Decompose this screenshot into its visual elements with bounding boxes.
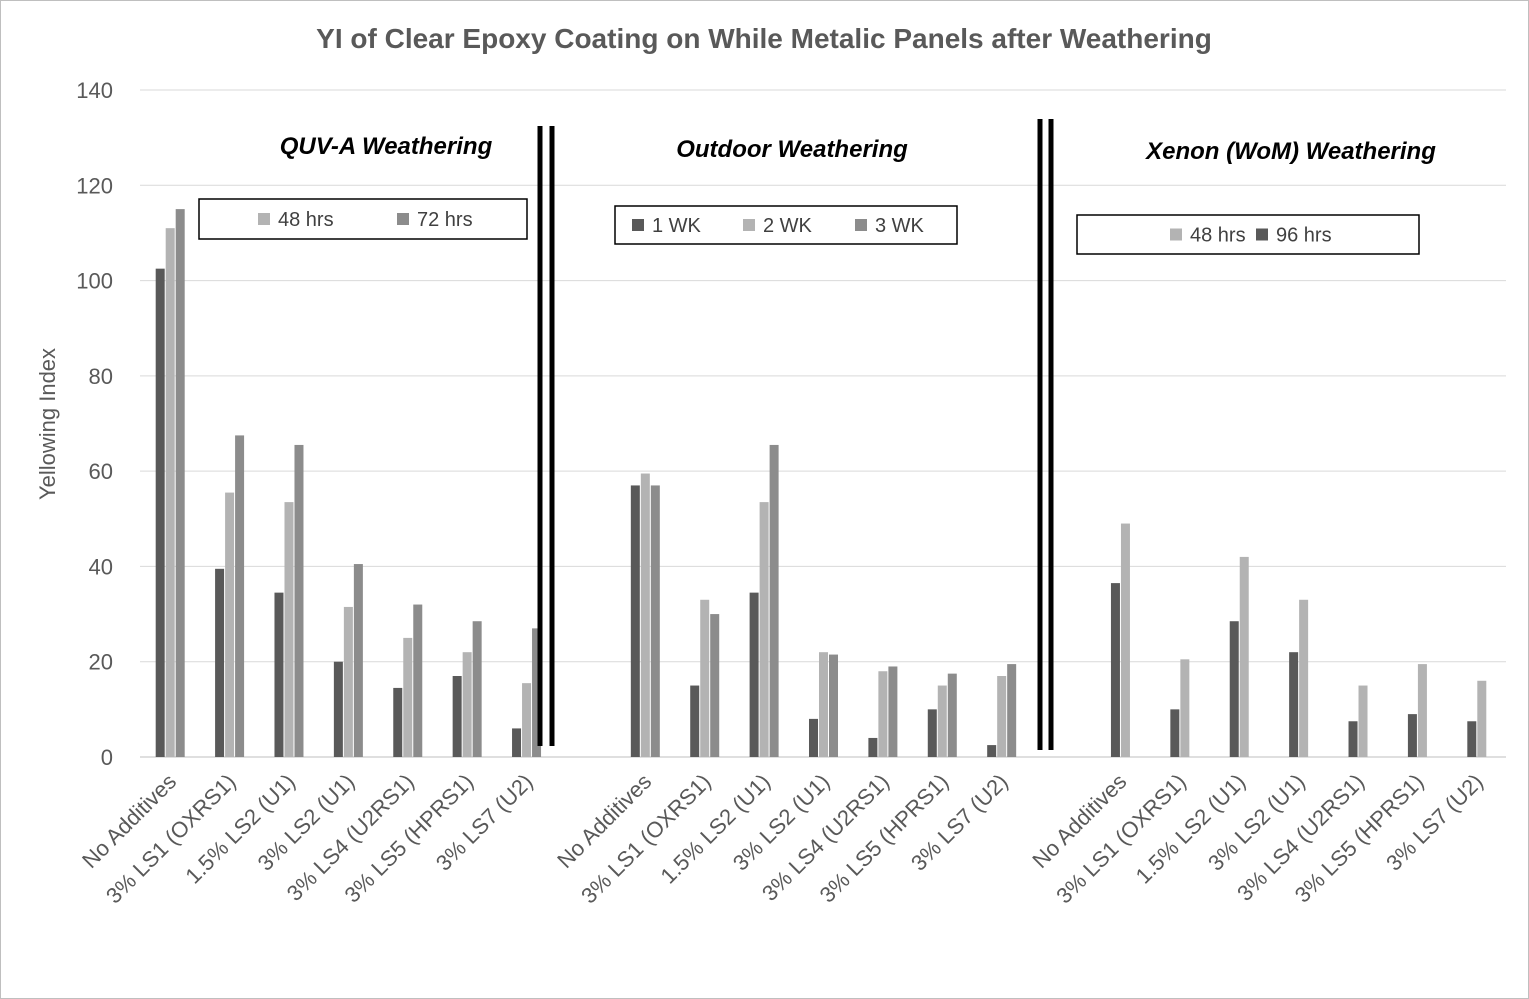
bar <box>997 676 1007 757</box>
bar <box>878 671 888 757</box>
bar <box>868 737 878 757</box>
legend-swatch <box>855 219 867 231</box>
bar <box>235 435 245 757</box>
bar <box>1358 685 1368 757</box>
bar <box>690 685 700 757</box>
bar <box>225 492 235 757</box>
bar <box>472 621 482 757</box>
bar <box>1289 652 1299 757</box>
bar <box>353 564 363 757</box>
y-tick-label: 100 <box>76 269 113 294</box>
bar <box>650 485 660 757</box>
legend-label: 48 hrs <box>1190 225 1246 247</box>
bar <box>700 599 710 757</box>
y-tick-label: 60 <box>89 459 113 484</box>
bar <box>630 485 640 757</box>
bar <box>987 745 997 757</box>
bar <box>452 676 462 757</box>
bar <box>155 268 165 757</box>
bar <box>1407 714 1417 757</box>
bar <box>1110 583 1120 757</box>
bar <box>1417 664 1427 757</box>
bar <box>888 666 898 757</box>
bar <box>1170 709 1180 757</box>
bar <box>175 209 185 757</box>
chart-title: YI of Clear Epoxy Coating on While Metal… <box>316 23 1212 54</box>
legend-box <box>614 205 958 245</box>
annotations: QUV-A Weathering 48 hrs 72 hrs Outdoor Weat… <box>198 119 1436 750</box>
legend-swatch <box>1256 228 1268 241</box>
legend-label: 96 hrs <box>1276 225 1332 247</box>
y-axis-label: Yellowing Index <box>35 348 60 500</box>
bar <box>947 673 957 757</box>
bar <box>1239 556 1249 757</box>
bar <box>333 661 343 757</box>
bar <box>274 592 284 757</box>
bar <box>215 568 225 757</box>
y-tick-label: 140 <box>76 78 113 103</box>
bar <box>819 652 828 757</box>
bar <box>1180 659 1190 757</box>
bar <box>640 473 650 757</box>
bar <box>1348 721 1358 757</box>
legend-box <box>1076 214 1420 255</box>
bar <box>937 685 947 757</box>
bar <box>343 606 353 757</box>
legend-label: 48 hrs <box>278 209 334 231</box>
bar <box>532 628 542 757</box>
y-tick-label: 0 <box>101 745 113 770</box>
bar <box>759 502 769 757</box>
legend-label: 1 WK <box>652 215 702 237</box>
bar <box>710 614 720 757</box>
bar <box>413 604 423 757</box>
bar <box>809 718 818 757</box>
bar <box>294 444 304 757</box>
bar <box>284 502 294 757</box>
bar <box>927 709 937 757</box>
legend-label: 3 WK <box>875 215 925 237</box>
bar <box>165 228 175 757</box>
bar <box>462 652 472 757</box>
bar <box>749 592 759 757</box>
legend-swatch <box>743 219 755 231</box>
y-tick-label: 120 <box>76 173 113 198</box>
gridlines: 0 20 40 60 80 100 120 140 <box>76 78 1506 770</box>
group-title: Outdoor Weathering <box>676 136 908 163</box>
bar <box>512 728 522 757</box>
bar <box>393 687 403 757</box>
legend-swatch <box>1170 228 1182 241</box>
y-tick-label: 40 <box>89 554 113 579</box>
legend-label: 2 WK <box>763 215 813 237</box>
group-title: QUV-A Weathering <box>280 133 493 160</box>
legend-swatch <box>632 219 644 231</box>
bar <box>522 683 532 757</box>
y-tick-label: 20 <box>89 650 113 675</box>
bar <box>1007 664 1017 757</box>
y-tick-label: 80 <box>89 364 113 389</box>
legend-swatch <box>397 213 409 225</box>
bar <box>1467 721 1477 757</box>
legend-box <box>198 198 528 240</box>
bar <box>1120 523 1130 757</box>
group-title: Xenon (WoM) Weathering <box>1144 138 1436 165</box>
legend-swatch <box>258 213 270 225</box>
bar <box>403 637 413 757</box>
bar <box>829 654 838 757</box>
bar <box>1229 621 1239 757</box>
bar <box>1299 599 1309 757</box>
bar <box>769 444 779 757</box>
bar <box>1477 680 1487 757</box>
legend-label: 72 hrs <box>417 209 473 231</box>
